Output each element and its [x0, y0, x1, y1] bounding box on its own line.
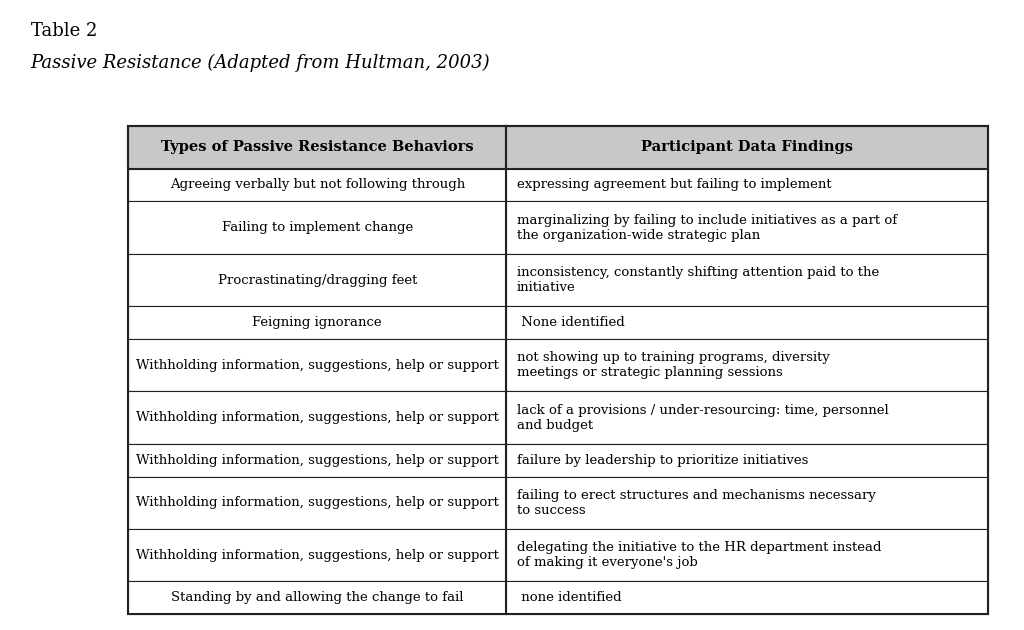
Text: Passive Resistance (Adapted from Hultman, 2003): Passive Resistance (Adapted from Hultman… — [31, 54, 490, 72]
Text: none identified: none identified — [517, 592, 622, 604]
Text: delegating the initiative to the HR department instead
of making it everyone's j: delegating the initiative to the HR depa… — [517, 541, 882, 570]
Text: Participant Data Findings: Participant Data Findings — [641, 140, 853, 154]
Text: Withholding information, suggestions, help or support: Withholding information, suggestions, he… — [136, 549, 499, 562]
Text: Agreeing verbally but not following through: Agreeing verbally but not following thro… — [170, 178, 465, 192]
Text: Types of Passive Resistance Behaviors: Types of Passive Resistance Behaviors — [161, 140, 473, 154]
Text: Feigning ignorance: Feigning ignorance — [253, 316, 382, 329]
Text: failure by leadership to prioritize initiatives: failure by leadership to prioritize init… — [517, 454, 808, 467]
Text: Withholding information, suggestions, help or support: Withholding information, suggestions, he… — [136, 496, 499, 509]
Text: Standing by and allowing the change to fail: Standing by and allowing the change to f… — [171, 592, 464, 604]
Text: None identified: None identified — [517, 316, 625, 329]
Text: Table 2: Table 2 — [31, 22, 97, 40]
Text: Withholding information, suggestions, help or support: Withholding information, suggestions, he… — [136, 411, 499, 424]
Text: marginalizing by failing to include initiatives as a part of
the organization-wi: marginalizing by failing to include init… — [517, 214, 897, 241]
Text: Withholding information, suggestions, help or support: Withholding information, suggestions, he… — [136, 454, 499, 467]
Text: Failing to implement change: Failing to implement change — [221, 221, 413, 234]
Text: not showing up to training programs, diversity
meetings or strategic planning se: not showing up to training programs, div… — [517, 351, 829, 379]
Text: failing to erect structures and mechanisms necessary
to success: failing to erect structures and mechanis… — [517, 489, 876, 517]
Text: Withholding information, suggestions, help or support: Withholding information, suggestions, he… — [136, 358, 499, 372]
Text: expressing agreement but failing to implement: expressing agreement but failing to impl… — [517, 178, 831, 192]
Text: Procrastinating/dragging feet: Procrastinating/dragging feet — [217, 273, 417, 287]
Text: inconsistency, constantly shifting attention paid to the
initiative: inconsistency, constantly shifting atten… — [517, 266, 879, 294]
Text: lack of a provisions / under-resourcing: time, personnel
and budget: lack of a provisions / under-resourcing:… — [517, 404, 889, 432]
